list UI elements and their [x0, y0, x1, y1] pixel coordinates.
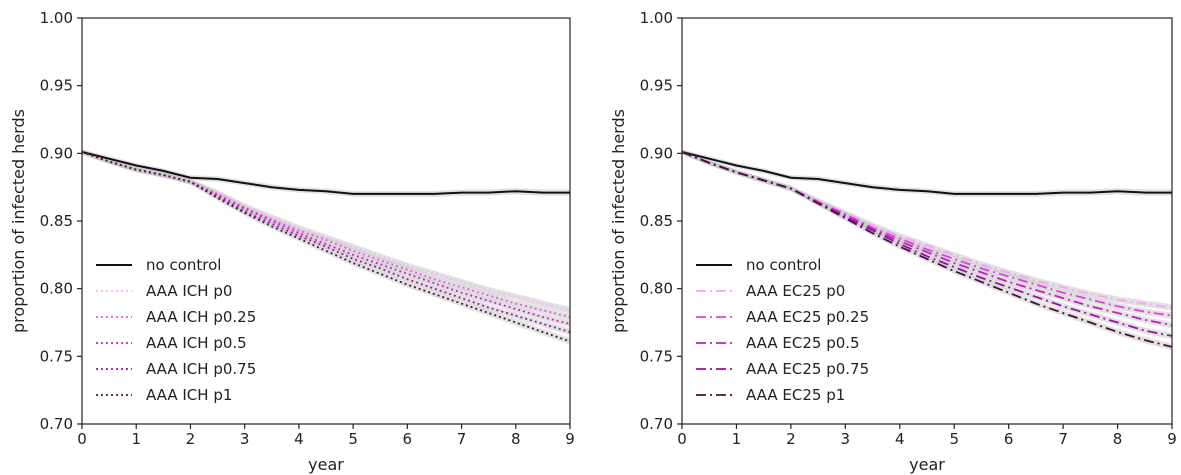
- series-line-0: [81, 151, 570, 195]
- chart-left: 0 1 2 3 4 5 6 7 8 9 0.70 0.75 0.80 0.85 0.90 0.95 1.00 ye…: [9, 9, 575, 474]
- confidence-band: [682, 149, 1172, 351]
- x-tick-label: 6: [403, 430, 413, 448]
- series-line-5: [681, 151, 1173, 348]
- x-tick-label: 9: [1167, 430, 1177, 448]
- y-tick-label: 0.70: [40, 415, 73, 433]
- x-tick-label: 2: [186, 430, 196, 448]
- y-tick-label: 1.00: [640, 9, 673, 27]
- x-tick-label: 8: [1113, 430, 1123, 448]
- series-line-2: [81, 151, 571, 318]
- x-tick-label: 4: [294, 430, 304, 448]
- x-tick-label: 0: [677, 430, 687, 448]
- legend-label-5: AAA EC25 p1: [746, 386, 845, 404]
- y-tick-label: 0.90: [640, 144, 673, 162]
- x-tick-label: 9: [565, 430, 575, 448]
- legend-label-2: AAA EC25 p0.25: [746, 308, 869, 326]
- x-axis-label: year: [909, 455, 945, 474]
- legend-label-0: no control: [746, 256, 821, 274]
- x-tick-label: 7: [1058, 430, 1068, 448]
- y-axis-label: proportion of infected herds: [609, 109, 628, 333]
- x-tick-label: 8: [511, 430, 521, 448]
- x-tick-label: 5: [949, 430, 959, 448]
- x-tick-label: 1: [732, 430, 742, 448]
- x-tick-label: 6: [1004, 430, 1014, 448]
- y-tick-label: 0.95: [40, 77, 73, 95]
- x-tick-label: 3: [841, 430, 851, 448]
- legend-label-0: no control: [146, 256, 221, 274]
- series-line-0: [681, 151, 1172, 195]
- y-tick-label: 0.85: [40, 212, 73, 230]
- x-tick-label: 5: [348, 430, 358, 448]
- legend-label-4: AAA EC25 p0.75: [746, 360, 869, 378]
- legend: no control AAA EC25 p0 AAA EC25 p0.25 AAA E…: [696, 256, 869, 404]
- y-tick-label: 0.70: [640, 415, 673, 433]
- y-tick-label: 1.00: [40, 9, 73, 27]
- y-tick-label: 0.75: [640, 347, 673, 365]
- x-tick-label: 4: [895, 430, 905, 448]
- legend-label-3: AAA EC25 p0.5: [746, 334, 860, 352]
- y-tick-label: 0.95: [640, 77, 673, 95]
- legend: no control AAA ICH p0 AAA ICH p0.25 AAA ICH…: [96, 256, 256, 404]
- y-tick-label: 0.85: [640, 212, 673, 230]
- x-tick-label: 1: [131, 430, 141, 448]
- legend-label-1: AAA EC25 p0: [746, 282, 845, 300]
- legend-label-5: AAA ICH p1: [146, 386, 232, 404]
- chart-right: 0 1 2 3 4 5 6 7 8 9 0.70 0.75 0.80 0.85 0.90 0.95 1.00 ye…: [609, 9, 1177, 474]
- legend-label-4: AAA ICH p0.75: [146, 360, 256, 378]
- x-tick-label: 2: [786, 430, 796, 448]
- y-tick-label: 0.80: [40, 280, 73, 298]
- series-line-1: [81, 151, 571, 312]
- y-tick-label: 0.80: [640, 280, 673, 298]
- series-line-4: [81, 151, 571, 333]
- legend-label-3: AAA ICH p0.5: [146, 334, 247, 352]
- legend-label-1: AAA ICH p0: [146, 282, 232, 300]
- x-tick-label: 0: [77, 430, 87, 448]
- confidence-band: [82, 149, 570, 345]
- x-axis-label: year: [308, 455, 344, 474]
- legend-label-2: AAA ICH p0.25: [146, 308, 256, 326]
- x-tick-label: 7: [457, 430, 467, 448]
- x-tick-label: 3: [240, 430, 250, 448]
- y-tick-label: 0.75: [40, 347, 73, 365]
- y-axis-label: proportion of infected herds: [9, 109, 28, 333]
- confidence-band: [682, 149, 1172, 197]
- series-line-3: [81, 151, 571, 325]
- y-tick-label: 0.90: [40, 144, 73, 162]
